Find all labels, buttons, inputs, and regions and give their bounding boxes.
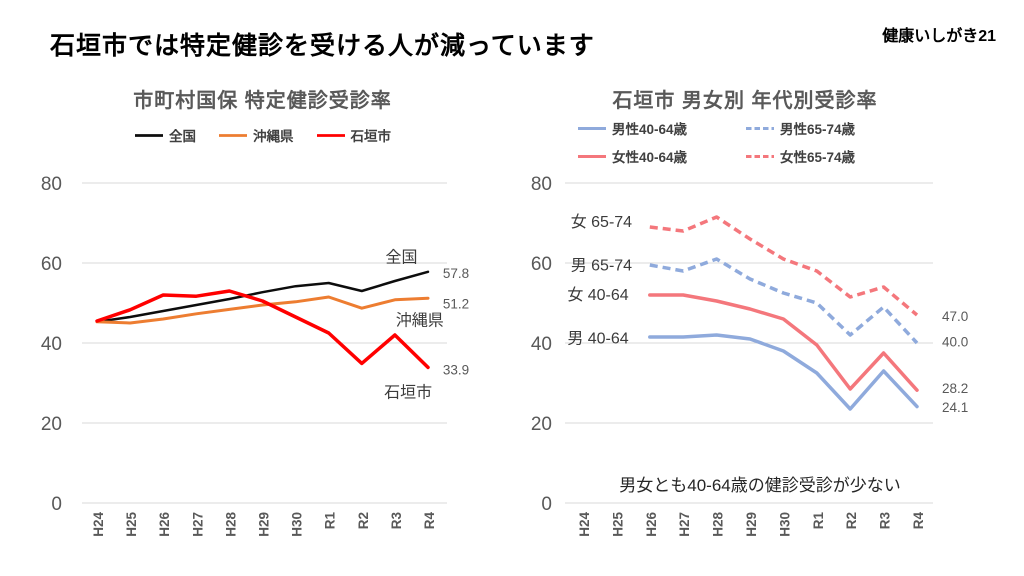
legend-line-swatch — [746, 126, 774, 130]
legend-label: 石垣市 — [350, 129, 392, 144]
series-line — [95, 270, 430, 324]
x-tick-label: H24 — [91, 512, 106, 537]
y-tick-label: 20 — [41, 414, 62, 435]
y-tick-label: 40 — [531, 334, 552, 355]
value-label: 51.2 — [443, 297, 469, 312]
legend-line-swatch — [578, 154, 606, 158]
x-tick-label: R1 — [811, 512, 826, 530]
series-label: 女 40-64 — [567, 286, 628, 304]
x-tick-label: R3 — [878, 512, 893, 530]
value-label: 28.2 — [942, 381, 968, 396]
series-label: 全国 — [385, 249, 417, 267]
x-tick-label: H27 — [190, 512, 205, 537]
value-label: 40.0 — [942, 334, 968, 349]
legend-line-swatch — [135, 133, 163, 137]
x-tick-label: H28 — [223, 512, 238, 537]
legend-item: 沖縄県 — [218, 125, 294, 145]
series-line — [648, 293, 919, 392]
x-tick-label: H25 — [610, 512, 625, 537]
value-label: 47.0 — [942, 309, 968, 324]
brand-label: 健康いしがき21 — [882, 28, 996, 45]
y-tick-label: 0 — [541, 494, 552, 515]
x-tick-label: H28 — [711, 512, 726, 537]
y-tick-label: 60 — [41, 254, 62, 275]
series-label: 男 65-74 — [571, 258, 632, 275]
x-tick-label: R2 — [356, 512, 371, 529]
right-chart-legend: 男性40-64歳 男性65-74歳女性40-64歳 女性65-74歳 — [545, 118, 945, 166]
x-tick-label: R1 — [323, 512, 338, 530]
x-tick-label: R4 — [911, 512, 926, 530]
legend-item: 男性40-64歳 — [577, 118, 745, 138]
x-tick-label: H29 — [744, 512, 759, 537]
series-label: 沖縄県 — [396, 311, 444, 329]
legend-label: 男性40-64歳 — [612, 122, 688, 137]
legend-line-swatch — [219, 133, 247, 137]
right-chart-note: 男女とも40-64歳の健診受診が少ない — [619, 476, 901, 495]
y-tick-label: 80 — [41, 174, 62, 195]
legend-line-swatch — [746, 154, 774, 158]
legend-item: 女性40-64歳 — [577, 146, 745, 166]
series-label: 石垣市 — [384, 383, 432, 401]
x-tick-label: R4 — [422, 512, 437, 530]
series-line — [95, 295, 430, 325]
y-tick-label: 20 — [531, 414, 552, 435]
right-chart-title: 石垣市 男女別 年代別受診率 — [612, 90, 878, 112]
legend-label: 女性65-74歳 — [780, 150, 856, 165]
series-label: 男 40-64 — [567, 330, 628, 347]
series-line — [95, 289, 430, 370]
legend-line-swatch — [316, 133, 345, 137]
y-tick-label: 40 — [41, 334, 62, 355]
series-line — [648, 333, 919, 411]
series-line — [649, 215, 919, 317]
legend-label: 沖縄県 — [253, 129, 294, 144]
value-label: 33.9 — [443, 362, 469, 377]
left-chart-legend: 全国 沖縄県 石垣市 — [35, 125, 490, 145]
value-label: 57.8 — [443, 266, 469, 281]
series-label: 女 65-74 — [571, 213, 632, 231]
x-tick-label: H26 — [157, 512, 172, 537]
left-chart-title: 市町村国保 特定健診受診率 — [133, 90, 392, 112]
legend-item: 女性65-74歳 — [745, 146, 913, 166]
x-tick-label: H25 — [124, 512, 139, 537]
y-tick-label: 0 — [51, 494, 62, 515]
legend-item: 男性65-74歳 — [745, 118, 913, 138]
page-title: 石垣市では特定健診を受ける人が減っています — [50, 32, 595, 60]
legend-label: 女性40-64歳 — [612, 150, 688, 165]
x-tick-label: H24 — [577, 512, 592, 537]
x-tick-label: H30 — [290, 512, 305, 537]
x-tick-label: H29 — [257, 512, 272, 537]
legend-line-swatch — [578, 126, 606, 130]
x-tick-label: H27 — [677, 512, 692, 537]
y-tick-label: 80 — [531, 174, 552, 195]
series-line — [649, 257, 919, 345]
legend-item: 全国 — [134, 125, 196, 145]
legend-item: 石垣市 — [316, 125, 392, 145]
legend-label: 全国 — [169, 129, 196, 144]
x-tick-label: R2 — [844, 512, 859, 529]
legend-label: 男性65-74歳 — [780, 122, 856, 137]
x-tick-label: H26 — [644, 512, 659, 537]
x-tick-label: R3 — [389, 512, 404, 530]
x-tick-label: H30 — [777, 512, 792, 537]
y-tick-label: 60 — [531, 254, 552, 275]
value-label: 24.1 — [942, 400, 968, 415]
